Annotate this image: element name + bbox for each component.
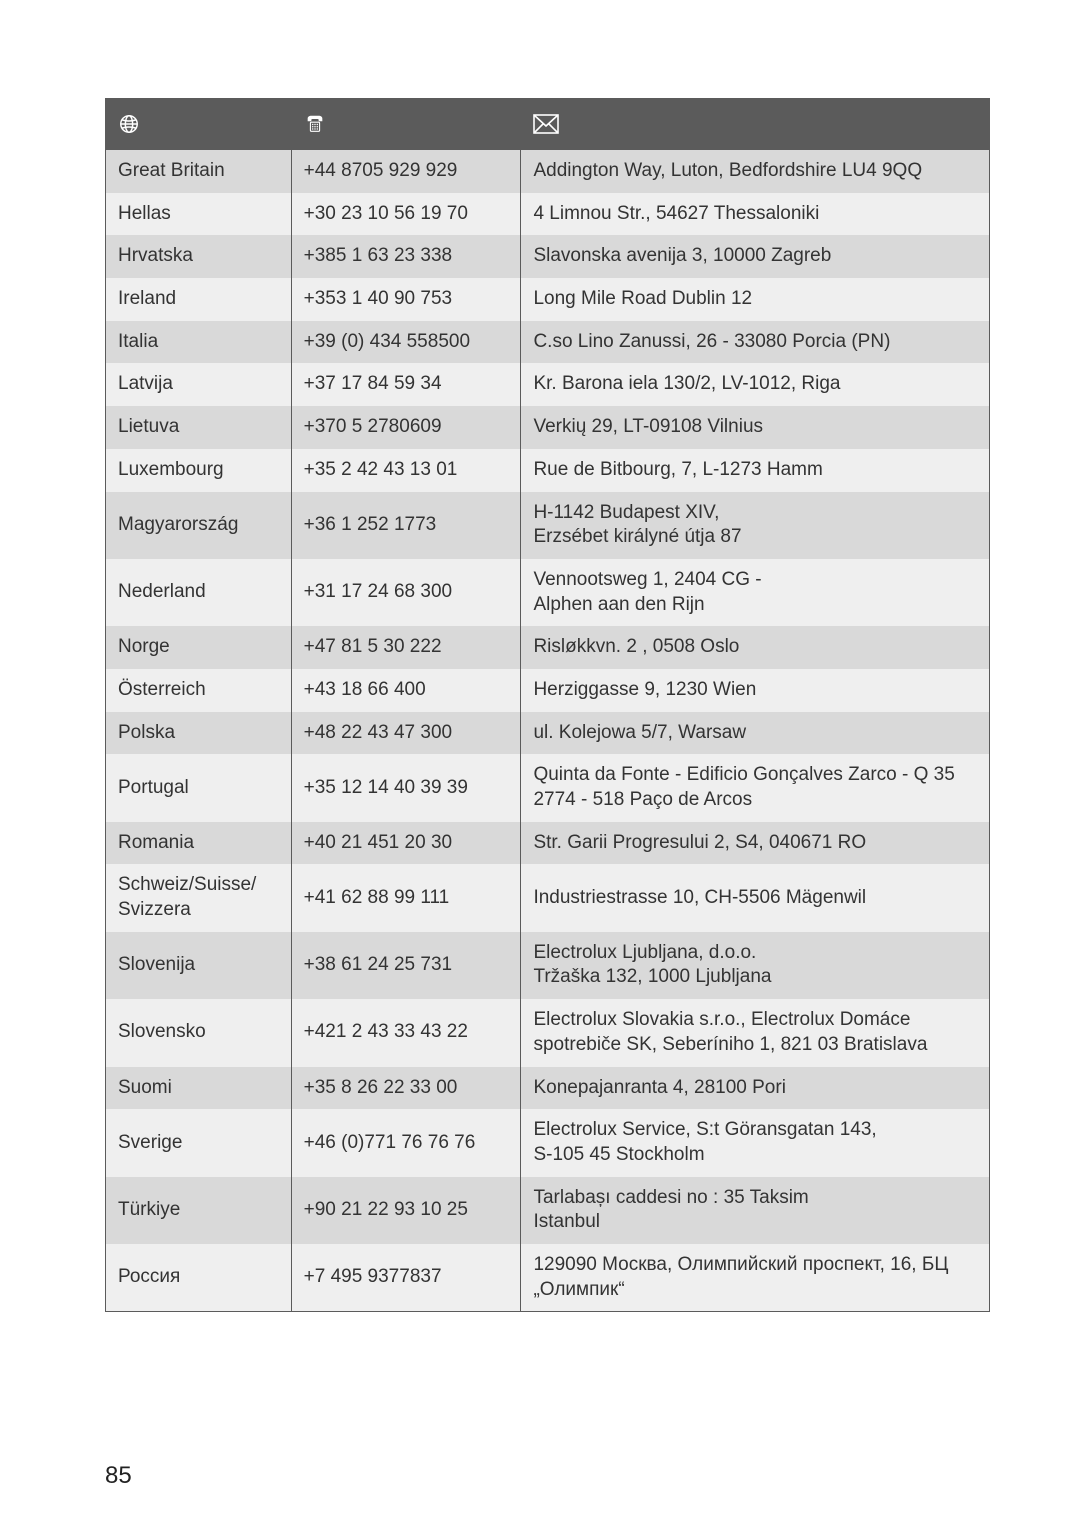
cell-phone: +48 22 43 47 300 <box>291 712 521 755</box>
cell-address: Electrolux Ljubljana, d.o.o.Tržaška 132,… <box>521 932 990 999</box>
cell-country: Portugal <box>106 754 292 821</box>
header-phone <box>291 99 521 150</box>
cell-country: Türkiye <box>106 1177 292 1244</box>
cell-phone: +43 18 66 400 <box>291 669 521 712</box>
table-row: Türkiye+90 21 22 93 10 25Tarlabașı cadde… <box>106 1177 990 1244</box>
cell-phone: +36 1 252 1773 <box>291 492 521 559</box>
cell-country: Slovensko <box>106 999 292 1066</box>
cell-phone: +44 8705 929 929 <box>291 150 521 193</box>
cell-phone: +37 17 84 59 34 <box>291 363 521 406</box>
cell-phone: +90 21 22 93 10 25 <box>291 1177 521 1244</box>
cell-country: Magyarország <box>106 492 292 559</box>
cell-address: 4 Limnou Str., 54627 Thessaloniki <box>521 193 990 236</box>
cell-country: Hrvatska <box>106 235 292 278</box>
table-row: Hrvatska+385 1 63 23 338Slavonska avenij… <box>106 235 990 278</box>
cell-country: Italia <box>106 321 292 364</box>
page-number: 85 <box>105 1462 990 1490</box>
cell-phone: +31 17 24 68 300 <box>291 559 521 626</box>
table-row: Magyarország+36 1 252 1773H-1142 Budapes… <box>106 492 990 559</box>
cell-address: Long Mile Road Dublin 12 <box>521 278 990 321</box>
cell-address: Addington Way, Luton, Bedfordshire LU4 9… <box>521 150 990 193</box>
table-row: Portugal+35 12 14 40 39 39Quinta da Font… <box>106 754 990 821</box>
cell-address: H-1142 Budapest XIV,Erzsébet királyné út… <box>521 492 990 559</box>
cell-country: Romania <box>106 822 292 865</box>
cell-address: Kr. Barona iela 130/2, LV-1012, Riga <box>521 363 990 406</box>
cell-country: Ireland <box>106 278 292 321</box>
cell-country: Latvija <box>106 363 292 406</box>
cell-phone: +46 (0)771 76 76 76 <box>291 1109 521 1176</box>
cell-country: Schweiz/Suisse/Svizzera <box>106 864 292 931</box>
cell-phone: +370 5 2780609 <box>291 406 521 449</box>
cell-address: Electrolux Slovakia s.r.o., Electrolux D… <box>521 999 990 1066</box>
cell-address: Industriestrasse 10, CH-5506 Mägenwil <box>521 864 990 931</box>
table-row: Latvija+37 17 84 59 34Kr. Barona iela 13… <box>106 363 990 406</box>
cell-country: Slovenija <box>106 932 292 999</box>
table-header-row <box>106 99 990 150</box>
cell-country: Sverige <box>106 1109 292 1176</box>
cell-country: Nederland <box>106 559 292 626</box>
cell-phone: +35 8 26 22 33 00 <box>291 1067 521 1110</box>
envelope-icon <box>533 114 979 134</box>
table-row: Sverige+46 (0)771 76 76 76Electrolux Ser… <box>106 1109 990 1176</box>
table-row: Hellas+30 23 10 56 19 704 Limnou Str., 5… <box>106 193 990 236</box>
globe-icon <box>118 113 281 135</box>
table-row: Schweiz/Suisse/Svizzera+41 62 88 99 111I… <box>106 864 990 931</box>
cell-country: Luxembourg <box>106 449 292 492</box>
cell-country: Great Britain <box>106 150 292 193</box>
table-row: Россия+7 495 9377837129090 Москва, Олимп… <box>106 1244 990 1312</box>
phone-icon <box>304 113 511 135</box>
contact-table: Great Britain+44 8705 929 929Addington W… <box>105 98 990 1312</box>
cell-address: Risløkkvn. 2 , 0508 Oslo <box>521 626 990 669</box>
cell-phone: +39 (0) 434 558500 <box>291 321 521 364</box>
cell-address: Herziggasse 9, 1230 Wien <box>521 669 990 712</box>
header-address <box>521 99 990 150</box>
cell-address: Verkių 29, LT-09108 Vilnius <box>521 406 990 449</box>
cell-address: Str. Garii Progresului 2, S4, 040671 RO <box>521 822 990 865</box>
cell-address: Rue de Bitbourg, 7, L-1273 Hamm <box>521 449 990 492</box>
cell-address: Konepajanranta 4, 28100 Pori <box>521 1067 990 1110</box>
table-row: Nederland+31 17 24 68 300Vennootsweg 1, … <box>106 559 990 626</box>
table-row: Romania+40 21 451 20 30Str. Garii Progre… <box>106 822 990 865</box>
cell-phone: +421 2 43 33 43 22 <box>291 999 521 1066</box>
cell-phone: +30 23 10 56 19 70 <box>291 193 521 236</box>
cell-phone: +385 1 63 23 338 <box>291 235 521 278</box>
cell-country: Suomi <box>106 1067 292 1110</box>
table-row: Norge+47 81 5 30 222Risløkkvn. 2 , 0508 … <box>106 626 990 669</box>
table-row: Lietuva+370 5 2780609Verkių 29, LT-09108… <box>106 406 990 449</box>
table-row: Italia+39 (0) 434 558500C.so Lino Zanuss… <box>106 321 990 364</box>
cell-phone: +353 1 40 90 753 <box>291 278 521 321</box>
table-row: Polska+48 22 43 47 300ul. Kolejowa 5/7, … <box>106 712 990 755</box>
cell-phone: +7 495 9377837 <box>291 1244 521 1312</box>
cell-address: Quinta da Fonte - Edificio Gonçalves Zar… <box>521 754 990 821</box>
cell-phone: +47 81 5 30 222 <box>291 626 521 669</box>
cell-address: ul. Kolejowa 5/7, Warsaw <box>521 712 990 755</box>
cell-country: Lietuva <box>106 406 292 449</box>
cell-country: Polska <box>106 712 292 755</box>
header-country <box>106 99 292 150</box>
table-row: Ireland+353 1 40 90 753Long Mile Road Du… <box>106 278 990 321</box>
table-row: Slovenija+38 61 24 25 731Electrolux Ljub… <box>106 932 990 999</box>
cell-phone: +35 2 42 43 13 01 <box>291 449 521 492</box>
table-row: Luxembourg+35 2 42 43 13 01Rue de Bitbou… <box>106 449 990 492</box>
cell-country: Österreich <box>106 669 292 712</box>
cell-phone: +41 62 88 99 111 <box>291 864 521 931</box>
cell-phone: +38 61 24 25 731 <box>291 932 521 999</box>
cell-country: Norge <box>106 626 292 669</box>
cell-address: C.so Lino Zanussi, 26 - 33080 Porcia (PN… <box>521 321 990 364</box>
table-row: Österreich+43 18 66 400Herziggasse 9, 12… <box>106 669 990 712</box>
table-row: Slovensko+421 2 43 33 43 22Electrolux Sl… <box>106 999 990 1066</box>
cell-country: Hellas <box>106 193 292 236</box>
cell-address: Vennootsweg 1, 2404 CG -Alphen aan den R… <box>521 559 990 626</box>
table-row: Suomi+35 8 26 22 33 00Konepajanranta 4, … <box>106 1067 990 1110</box>
cell-phone: +35 12 14 40 39 39 <box>291 754 521 821</box>
cell-address: Tarlabașı caddesi no : 35 TaksimIstanbul <box>521 1177 990 1244</box>
cell-country: Россия <box>106 1244 292 1312</box>
cell-phone: +40 21 451 20 30 <box>291 822 521 865</box>
cell-address: Electrolux Service, S:t Göransgatan 143,… <box>521 1109 990 1176</box>
cell-address: 129090 Москва, Олимпийский проспект, 16,… <box>521 1244 990 1312</box>
cell-address: Slavonska avenija 3, 10000 Zagreb <box>521 235 990 278</box>
table-row: Great Britain+44 8705 929 929Addington W… <box>106 150 990 193</box>
